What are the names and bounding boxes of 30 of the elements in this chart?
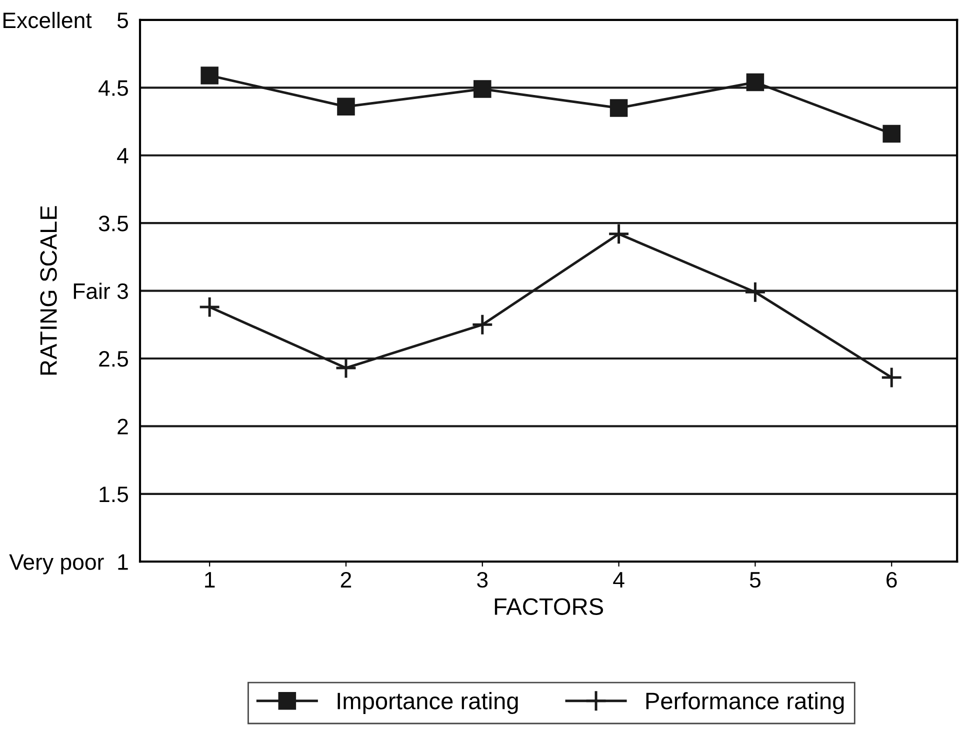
point bbox=[198, 296, 221, 318]
y-axis-title: RATING SCALE bbox=[40, 206, 57, 375]
point bbox=[744, 281, 766, 304]
x-tick-label: 6 bbox=[886, 572, 897, 588]
x-tick-label: 2 bbox=[340, 572, 352, 588]
y-tick-label: Excellent 5 bbox=[4, 12, 128, 28]
x-tick-label: 1 bbox=[205, 572, 215, 588]
x-tick-label: 3 bbox=[477, 572, 488, 588]
point bbox=[882, 124, 900, 143]
legend-label: Importance rating bbox=[338, 692, 518, 714]
y-tick-label: Fair 3 bbox=[74, 282, 128, 300]
point bbox=[474, 80, 492, 98]
y-tick-label: 4.5 bbox=[98, 80, 128, 96]
y-tick-label: 1.5 bbox=[100, 486, 128, 502]
y-tick-label: 3.5 bbox=[98, 216, 128, 232]
x-tick-label: 5 bbox=[750, 572, 760, 588]
point bbox=[610, 99, 628, 117]
y-tick-label: Very poor 1 bbox=[9, 554, 128, 574]
point bbox=[880, 366, 903, 388]
legend-label: Performance rating bbox=[646, 692, 844, 714]
point bbox=[337, 98, 355, 116]
x-tick-label: 4 bbox=[613, 572, 624, 588]
x-axis-title: FACTORS bbox=[494, 598, 604, 615]
y-tick-label: 4 bbox=[117, 148, 128, 164]
y-tick-label: 2.5 bbox=[99, 351, 128, 367]
y-tick-label: 2 bbox=[118, 418, 128, 434]
point bbox=[608, 222, 630, 245]
point bbox=[746, 73, 764, 92]
point bbox=[471, 314, 494, 336]
point bbox=[200, 66, 218, 84]
